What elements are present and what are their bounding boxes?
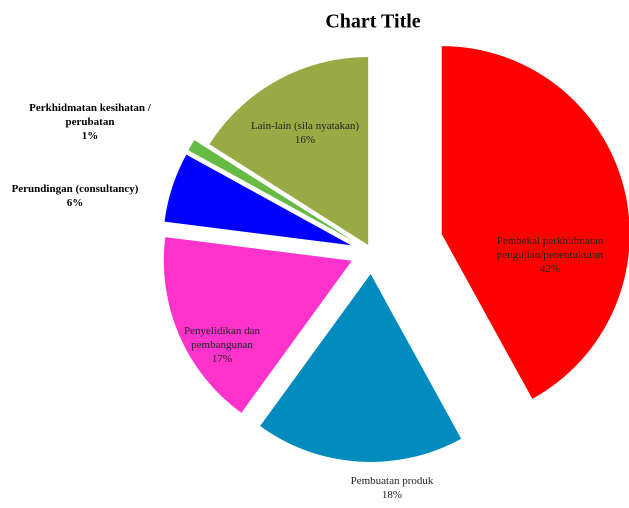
- chart-title: Chart Title: [325, 10, 421, 33]
- category-label: Lain-lain (sila nyatakan): [250, 120, 360, 132]
- slice-label: Perkhidmatan kesihatan / perubatan 1%: [5, 101, 175, 143]
- value-label: 17%: [211, 353, 233, 365]
- category-label: Perkhidmatan kesihatan / perubatan: [29, 102, 151, 128]
- pie-slice: [260, 273, 462, 462]
- value-label: 1%: [81, 130, 99, 142]
- category-label: Pembuatan produk: [350, 475, 434, 487]
- pie-slice: [209, 56, 369, 245]
- value-label: 6%: [66, 197, 84, 209]
- value-label: 42%: [539, 263, 561, 275]
- value-label: 18%: [381, 489, 403, 501]
- slice-label: Penyelidikan dan pembangunan 17%: [157, 324, 287, 366]
- pie-slice: [164, 154, 352, 246]
- category-label: Perundingan (consultancy): [11, 183, 139, 195]
- category-label: Pembekal perkhidmatan pengujian/penentuk…: [496, 235, 604, 261]
- category-label: Penyelidikan dan pembangunan: [183, 325, 261, 351]
- slice-label: Pembekal perkhidmatan pengujian/penentuk…: [470, 234, 629, 276]
- value-label: 16%: [294, 134, 316, 146]
- pie-slice: [188, 140, 354, 241]
- slice-label: Perundingan (consultancy) 6%: [0, 182, 150, 210]
- slice-label: Pembuatan produk 18%: [322, 474, 462, 502]
- pie-slice: [163, 237, 352, 413]
- pie-slice: [441, 46, 629, 399]
- slice-label: Lain-lain (sila nyatakan) 16%: [225, 119, 385, 147]
